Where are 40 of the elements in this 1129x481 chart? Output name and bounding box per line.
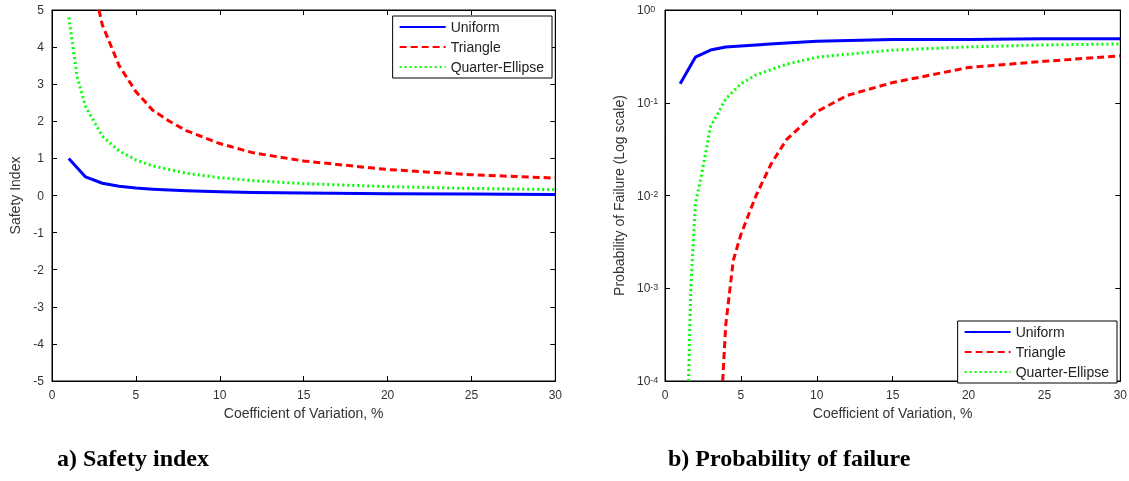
y-tick-label: 4 — [37, 40, 45, 55]
y-axis-title: Safety Index — [7, 156, 24, 235]
legend-label: Uniform — [450, 19, 500, 35]
legend-label: Quarter-Ellipse — [450, 59, 545, 75]
legend-label: Quarter-Ellipse — [1015, 364, 1109, 380]
line-series — [67, 15, 557, 192]
y-tick-label: 5 — [37, 3, 45, 17]
text: a) Safety index — [57, 445, 209, 471]
x-tick-label: 0 — [48, 388, 56, 402]
x-tick-label: 5 — [737, 388, 745, 402]
x-tick-label: 20 — [961, 388, 976, 402]
legend-label: Uniform — [1015, 324, 1065, 340]
x-tick-label: 15 — [885, 388, 900, 402]
line-series — [678, 37, 1122, 86]
legend-label: Triangle — [450, 39, 501, 55]
x-axis-title: Coefficient of Variation, % — [223, 404, 384, 421]
x-axis-title: Coefficient of Variation, % — [812, 404, 973, 421]
y-axis-title: Probability of Failure (Log scale) — [610, 95, 627, 296]
x-tick-label: 0 — [661, 388, 669, 402]
y-tick-label: -4 — [33, 336, 45, 351]
x-tick-label: 5 — [132, 388, 140, 402]
y-tick-label: 3 — [37, 77, 45, 92]
y-tick-label: -2 — [33, 262, 45, 277]
x-tick-label: 30 — [1113, 388, 1127, 402]
line-series — [67, 156, 557, 196]
y-tick-label: 0 — [37, 188, 45, 203]
y-tick-label: 1 — [37, 151, 45, 166]
x-tick-label: 10 — [809, 388, 824, 402]
x-tick-label: 25 — [464, 388, 479, 402]
text: b) Probability of failure — [667, 445, 911, 471]
y-tick-label: -3 — [33, 299, 45, 314]
x-tick-label: 20 — [380, 388, 395, 402]
legend-label: Triangle — [1015, 344, 1066, 360]
y-tick-label: -1 — [33, 225, 45, 240]
x-tick-label: 30 — [548, 388, 563, 402]
x-tick-label: 15 — [296, 388, 311, 402]
x-tick-label: 25 — [1037, 388, 1051, 402]
x-tick-label: 10 — [213, 388, 227, 402]
y-tick-label: 2 — [37, 114, 45, 129]
y-tick-label: -5 — [33, 374, 45, 388]
